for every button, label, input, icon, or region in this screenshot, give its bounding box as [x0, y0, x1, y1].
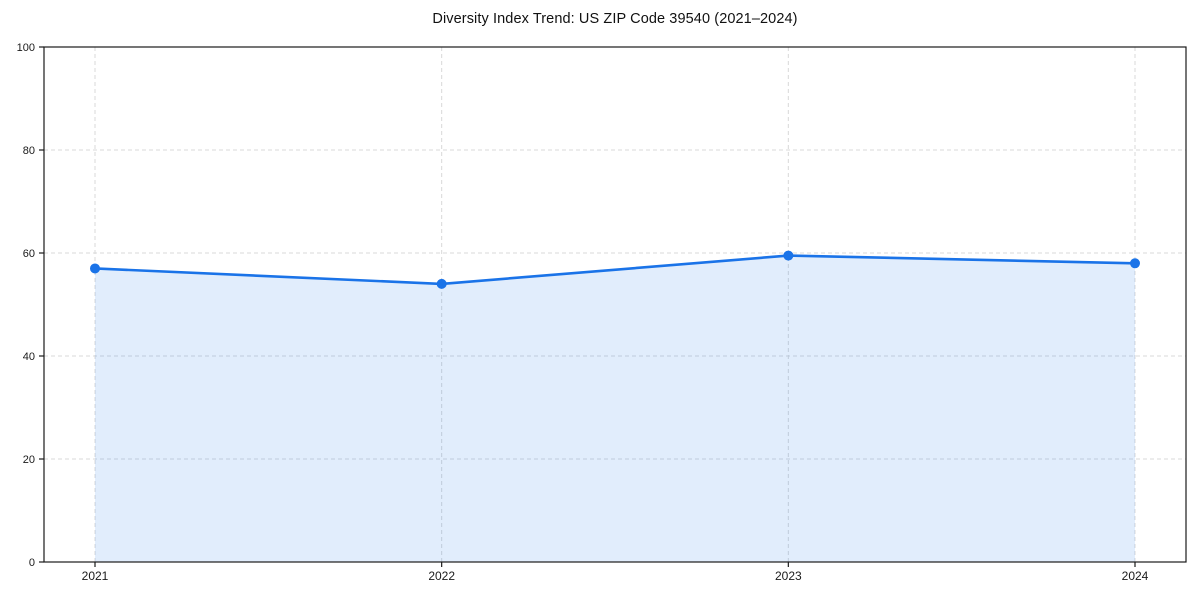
x-tick-label: 2023	[775, 569, 802, 583]
series-line	[93, 254, 1137, 286]
x-tick-label: 2021	[82, 569, 109, 583]
chart-title: Diversity Index Trend: US ZIP Code 39540…	[432, 11, 798, 27]
plot-frame	[43, 46, 1187, 563]
y-tick-label: 40	[23, 351, 35, 363]
y-tick-label: 0	[29, 557, 35, 569]
data-point	[783, 250, 794, 261]
x-tick-label: 2024	[1122, 569, 1149, 583]
x-tick-label: 2022	[428, 569, 455, 583]
series-area	[95, 255, 1135, 562]
y-tick-label: 100	[17, 42, 35, 54]
data-point	[90, 263, 100, 274]
data-point	[436, 278, 447, 289]
y-tick-label: 80	[23, 145, 35, 157]
data-point	[1130, 258, 1140, 269]
y-tick-label: 20	[23, 454, 35, 466]
y-tick-label: 60	[23, 248, 35, 260]
